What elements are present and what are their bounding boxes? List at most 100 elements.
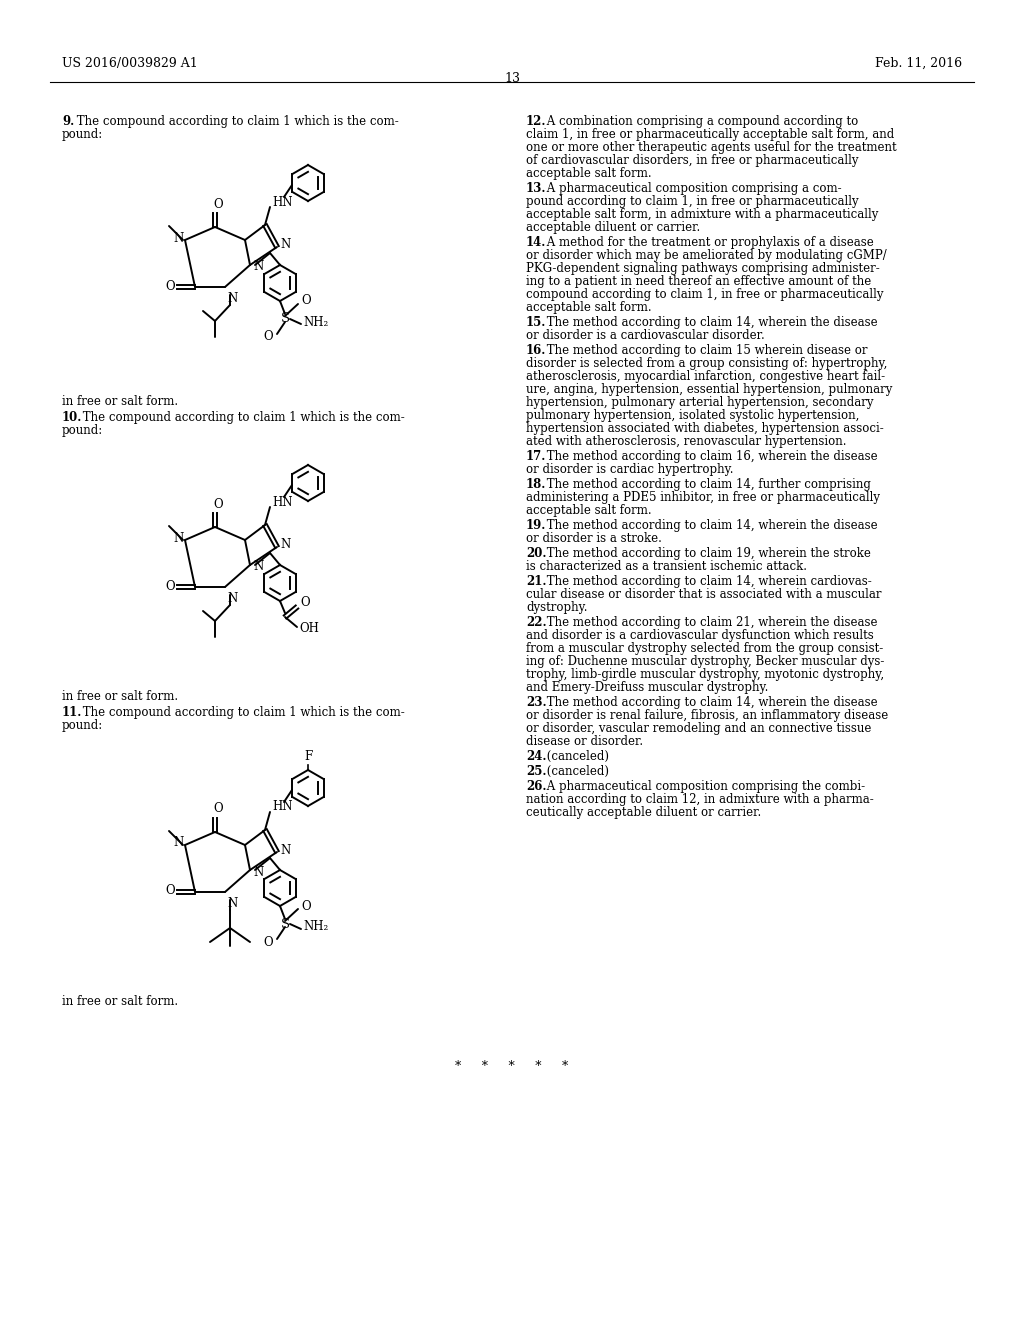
Text: cular disease or disorder that is associated with a muscular: cular disease or disorder that is associ… bbox=[526, 587, 882, 601]
Text: (canceled): (canceled) bbox=[543, 766, 608, 777]
Text: 20.: 20. bbox=[526, 546, 547, 560]
Text: in free or salt form.: in free or salt form. bbox=[62, 395, 178, 408]
Text: N: N bbox=[280, 843, 290, 857]
Text: N: N bbox=[174, 532, 184, 544]
Text: disease or disorder.: disease or disorder. bbox=[526, 735, 643, 748]
Text: HN: HN bbox=[272, 195, 293, 209]
Text: 24.: 24. bbox=[526, 750, 547, 763]
Text: 16.: 16. bbox=[526, 345, 547, 356]
Text: N: N bbox=[280, 539, 290, 552]
Text: US 2016/0039829 A1: US 2016/0039829 A1 bbox=[62, 57, 198, 70]
Text: O: O bbox=[165, 884, 175, 898]
Text: 15.: 15. bbox=[526, 315, 547, 329]
Text: N: N bbox=[253, 561, 263, 573]
Text: ing to a patient in need thereof an effective amount of the: ing to a patient in need thereof an effe… bbox=[526, 275, 871, 288]
Text: The method according to claim 16, wherein the disease: The method according to claim 16, wherei… bbox=[543, 450, 878, 463]
Text: trophy, limb-girdle muscular dystrophy, myotonic dystrophy,: trophy, limb-girdle muscular dystrophy, … bbox=[526, 668, 884, 681]
Text: pound according to claim 1, in free or pharmaceutically: pound according to claim 1, in free or p… bbox=[526, 195, 859, 209]
Text: A method for the treatment or prophylaxis of a disease: A method for the treatment or prophylaxi… bbox=[543, 236, 873, 249]
Text: pulmonary hypertension, isolated systolic hypertension,: pulmonary hypertension, isolated systoli… bbox=[526, 409, 859, 422]
Text: O: O bbox=[213, 803, 223, 816]
Text: 22.: 22. bbox=[526, 616, 547, 630]
Text: hypertension associated with diabetes, hypertension associ-: hypertension associated with diabetes, h… bbox=[526, 422, 884, 436]
Text: 12.: 12. bbox=[526, 115, 547, 128]
Text: N: N bbox=[174, 837, 184, 850]
Text: N: N bbox=[253, 260, 263, 273]
Text: The method according to claim 14, further comprising: The method according to claim 14, furthe… bbox=[543, 478, 870, 491]
Text: and Emery-Dreifuss muscular dystrophy.: and Emery-Dreifuss muscular dystrophy. bbox=[526, 681, 768, 694]
Text: ing of: Duchenne muscular dystrophy, Becker muscular dys-: ing of: Duchenne muscular dystrophy, Bec… bbox=[526, 655, 885, 668]
Text: *   *   *   *   *: * * * * * bbox=[456, 1060, 568, 1073]
Text: from a muscular dystrophy selected from the group consist-: from a muscular dystrophy selected from … bbox=[526, 642, 884, 655]
Text: PKG-dependent signaling pathways comprising administer-: PKG-dependent signaling pathways compris… bbox=[526, 261, 880, 275]
Text: N: N bbox=[227, 292, 238, 305]
Text: The method according to claim 14, wherein the disease: The method according to claim 14, wherei… bbox=[543, 519, 878, 532]
Text: is characterized as a transient ischemic attack.: is characterized as a transient ischemic… bbox=[526, 560, 807, 573]
Text: NH₂: NH₂ bbox=[303, 315, 329, 329]
Text: A pharmaceutical composition comprising a com-: A pharmaceutical composition comprising … bbox=[543, 182, 842, 195]
Text: one or more other therapeutic agents useful for the treatment: one or more other therapeutic agents use… bbox=[526, 141, 897, 154]
Text: ated with atherosclerosis, renovascular hypertension.: ated with atherosclerosis, renovascular … bbox=[526, 436, 847, 447]
Text: N: N bbox=[227, 591, 238, 605]
Text: O: O bbox=[263, 330, 272, 343]
Text: or disorder is a cardiovascular disorder.: or disorder is a cardiovascular disorder… bbox=[526, 329, 765, 342]
Text: The method according to claim 15 wherein disease or: The method according to claim 15 wherein… bbox=[543, 345, 867, 356]
Text: The compound according to claim 1 which is the com-: The compound according to claim 1 which … bbox=[79, 411, 404, 424]
Text: O: O bbox=[301, 294, 310, 308]
Text: compound according to claim 1, in free or pharmaceutically: compound according to claim 1, in free o… bbox=[526, 288, 884, 301]
Text: pound:: pound: bbox=[62, 719, 103, 733]
Text: The method according to claim 14, wherein the disease: The method according to claim 14, wherei… bbox=[543, 696, 878, 709]
Text: O: O bbox=[301, 899, 310, 912]
Text: acceptable salt form.: acceptable salt form. bbox=[526, 301, 651, 314]
Text: S: S bbox=[281, 313, 290, 326]
Text: 26.: 26. bbox=[526, 780, 547, 793]
Text: dystrophy.: dystrophy. bbox=[526, 601, 588, 614]
Text: acceptable diluent or carrier.: acceptable diluent or carrier. bbox=[526, 220, 700, 234]
Text: S: S bbox=[281, 917, 290, 931]
Text: HN: HN bbox=[272, 495, 293, 508]
Text: O: O bbox=[300, 597, 309, 610]
Text: A pharmaceutical composition comprising the combi-: A pharmaceutical composition comprising … bbox=[543, 780, 865, 793]
Text: pound:: pound: bbox=[62, 128, 103, 141]
Text: of cardiovascular disorders, in free or pharmaceutically: of cardiovascular disorders, in free or … bbox=[526, 154, 858, 168]
Text: OH: OH bbox=[299, 623, 318, 635]
Text: 10.: 10. bbox=[62, 411, 82, 424]
Text: The method according to claim 19, wherein the stroke: The method according to claim 19, wherei… bbox=[543, 546, 870, 560]
Text: ceutically acceptable diluent or carrier.: ceutically acceptable diluent or carrier… bbox=[526, 807, 761, 818]
Text: The compound according to claim 1 which is the com-: The compound according to claim 1 which … bbox=[73, 115, 399, 128]
Text: 14.: 14. bbox=[526, 236, 547, 249]
Text: 25.: 25. bbox=[526, 766, 547, 777]
Text: acceptable salt form.: acceptable salt form. bbox=[526, 168, 651, 180]
Text: Feb. 11, 2016: Feb. 11, 2016 bbox=[874, 57, 962, 70]
Text: HN: HN bbox=[272, 800, 293, 813]
Text: in free or salt form.: in free or salt form. bbox=[62, 995, 178, 1008]
Text: O: O bbox=[165, 280, 175, 293]
Text: The method according to claim 14, wherein cardiovas-: The method according to claim 14, wherei… bbox=[543, 576, 871, 587]
Text: A combination comprising a compound according to: A combination comprising a compound acco… bbox=[543, 115, 858, 128]
Text: 9.: 9. bbox=[62, 115, 75, 128]
Text: 23.: 23. bbox=[526, 696, 547, 709]
Text: ure, angina, hypertension, essential hypertension, pulmonary: ure, angina, hypertension, essential hyp… bbox=[526, 383, 892, 396]
Text: O: O bbox=[213, 498, 223, 511]
Text: O: O bbox=[213, 198, 223, 210]
Text: O: O bbox=[263, 936, 272, 949]
Text: or disorder which may be ameliorated by modulating cGMP/: or disorder which may be ameliorated by … bbox=[526, 249, 887, 261]
Text: administering a PDE5 inhibitor, in free or pharmaceutically: administering a PDE5 inhibitor, in free … bbox=[526, 491, 880, 504]
Text: N: N bbox=[280, 239, 290, 252]
Text: and disorder is a cardiovascular dysfunction which results: and disorder is a cardiovascular dysfunc… bbox=[526, 630, 873, 642]
Text: The compound according to claim 1 which is the com-: The compound according to claim 1 which … bbox=[79, 706, 404, 719]
Text: pound:: pound: bbox=[62, 424, 103, 437]
Text: claim 1, in free or pharmaceutically acceptable salt form, and: claim 1, in free or pharmaceutically acc… bbox=[526, 128, 894, 141]
Text: N: N bbox=[174, 231, 184, 244]
Text: N: N bbox=[253, 866, 263, 879]
Text: nation according to claim 12, in admixture with a pharma-: nation according to claim 12, in admixtu… bbox=[526, 793, 873, 807]
Text: in free or salt form.: in free or salt form. bbox=[62, 690, 178, 704]
Text: acceptable salt form, in admixture with a pharmaceutically: acceptable salt form, in admixture with … bbox=[526, 209, 879, 220]
Text: 11.: 11. bbox=[62, 706, 82, 719]
Text: O: O bbox=[165, 579, 175, 593]
Text: F: F bbox=[304, 751, 312, 763]
Text: or disorder is cardiac hypertrophy.: or disorder is cardiac hypertrophy. bbox=[526, 463, 733, 477]
Text: disorder is selected from a group consisting of: hypertrophy,: disorder is selected from a group consis… bbox=[526, 356, 888, 370]
Text: (canceled): (canceled) bbox=[543, 750, 608, 763]
Text: 18.: 18. bbox=[526, 478, 547, 491]
